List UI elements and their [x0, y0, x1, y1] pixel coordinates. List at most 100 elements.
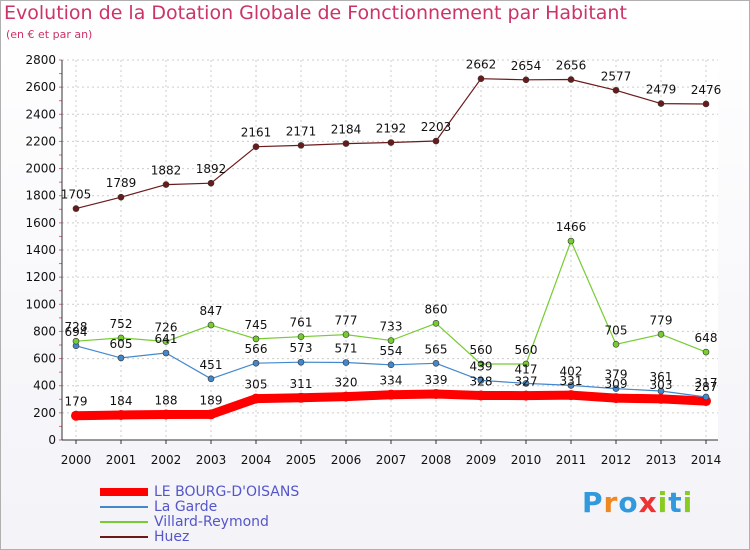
data-label: 2577 [601, 69, 632, 83]
data-label: 571 [335, 342, 358, 356]
data-point [702, 348, 710, 356]
data-label: 560 [515, 343, 538, 357]
data-point [296, 392, 306, 403]
data-point [432, 360, 440, 367]
data-label: 566 [245, 342, 268, 356]
legend-swatch [100, 520, 148, 523]
data-point [207, 375, 215, 383]
y-tick-label: 400 [33, 379, 56, 393]
data-label: 554 [380, 344, 403, 358]
x-tick-label: 2007 [376, 453, 407, 467]
data-label: 189 [200, 393, 223, 407]
data-label: 361 [650, 370, 673, 384]
data-label: 309 [605, 377, 628, 391]
data-point [567, 76, 575, 83]
logo-letter: i [682, 486, 694, 519]
data-point [342, 359, 350, 366]
x-tick-label: 2014 [691, 453, 722, 467]
data-label: 779 [650, 313, 673, 327]
data-label: 379 [605, 368, 628, 382]
chart-subtitle: (en € et par an) [6, 28, 93, 41]
data-point [206, 409, 216, 420]
data-label: 605 [110, 337, 133, 351]
data-point [566, 390, 576, 401]
data-label: 328 [470, 374, 493, 388]
data-point [476, 390, 486, 401]
x-tick-label: 2004 [241, 453, 272, 467]
legend-swatch [100, 535, 148, 538]
x-tick-label: 2002 [151, 453, 182, 467]
data-point [207, 321, 215, 329]
legend-item: La Garde [100, 499, 299, 515]
data-point [341, 391, 351, 402]
data-point [567, 237, 575, 245]
data-point [702, 393, 710, 401]
data-point [612, 385, 620, 392]
data-label: 2656 [556, 59, 587, 73]
data-label: 733 [380, 320, 403, 334]
data-point [207, 179, 215, 187]
data-label: 641 [155, 332, 178, 346]
x-tick-label: 2005 [286, 453, 317, 467]
data-label: 694 [65, 325, 88, 339]
data-point [522, 76, 530, 84]
data-label: 573 [290, 341, 313, 355]
x-tick-label: 2001 [106, 453, 137, 467]
data-label: 334 [380, 374, 403, 388]
y-tick-label: 2600 [25, 80, 56, 94]
data-label: 2192 [376, 122, 407, 136]
legend-item: LE BOURG-D'OISANS [100, 483, 300, 500]
data-point [387, 337, 395, 344]
data-point [116, 410, 126, 421]
data-point [522, 380, 530, 387]
legend-label: LE BOURG-D'OISANS [154, 483, 300, 500]
data-label: 439 [470, 359, 493, 373]
data-label: 179 [65, 395, 88, 409]
data-point [161, 409, 171, 420]
data-point [477, 377, 485, 384]
x-tick-label: 2003 [196, 453, 227, 467]
data-label: 327 [515, 375, 538, 389]
y-tick-label: 2000 [25, 162, 56, 176]
legend-label: Huez [154, 528, 190, 545]
data-point [386, 389, 396, 400]
data-point [522, 360, 530, 368]
data-point [521, 390, 531, 401]
data-label: 565 [425, 342, 448, 356]
data-point [657, 330, 665, 338]
data-point [162, 349, 170, 357]
x-tick-label: 2009 [466, 453, 497, 467]
data-point [612, 341, 620, 348]
data-label: 648 [695, 331, 718, 345]
data-point [432, 319, 440, 327]
legend: LE BOURG-D'OISANS La Garde Villard-Reymond… [100, 483, 300, 545]
x-tick-label: 2013 [646, 453, 677, 467]
data-label: 752 [110, 317, 133, 331]
x-tick-label: 2010 [511, 453, 542, 467]
data-label: 2203 [421, 120, 452, 134]
data-point [72, 337, 80, 345]
x-tick-label: 2008 [421, 453, 452, 467]
data-point [432, 137, 440, 145]
data-point [71, 410, 81, 421]
y-tick-label: 600 [33, 352, 56, 366]
data-point [342, 331, 350, 338]
data-point [252, 143, 260, 151]
data-label: 303 [650, 378, 673, 392]
data-point [431, 388, 441, 399]
data-label: 728 [65, 320, 88, 334]
data-point [297, 358, 305, 366]
legend-swatch [100, 487, 148, 496]
data-label: 2171 [286, 124, 317, 138]
y-tick-label: 800 [33, 324, 56, 338]
data-point [656, 393, 666, 404]
y-tick-label: 0 [48, 433, 56, 447]
data-label: 1705 [61, 188, 92, 202]
data-label: 2479 [646, 83, 677, 97]
data-label: 188 [155, 393, 178, 407]
data-point [477, 360, 485, 368]
y-tick-label: 200 [33, 406, 56, 420]
logo-letter: t [668, 486, 683, 519]
logo-letter: r [603, 486, 619, 519]
data-point [657, 100, 665, 107]
